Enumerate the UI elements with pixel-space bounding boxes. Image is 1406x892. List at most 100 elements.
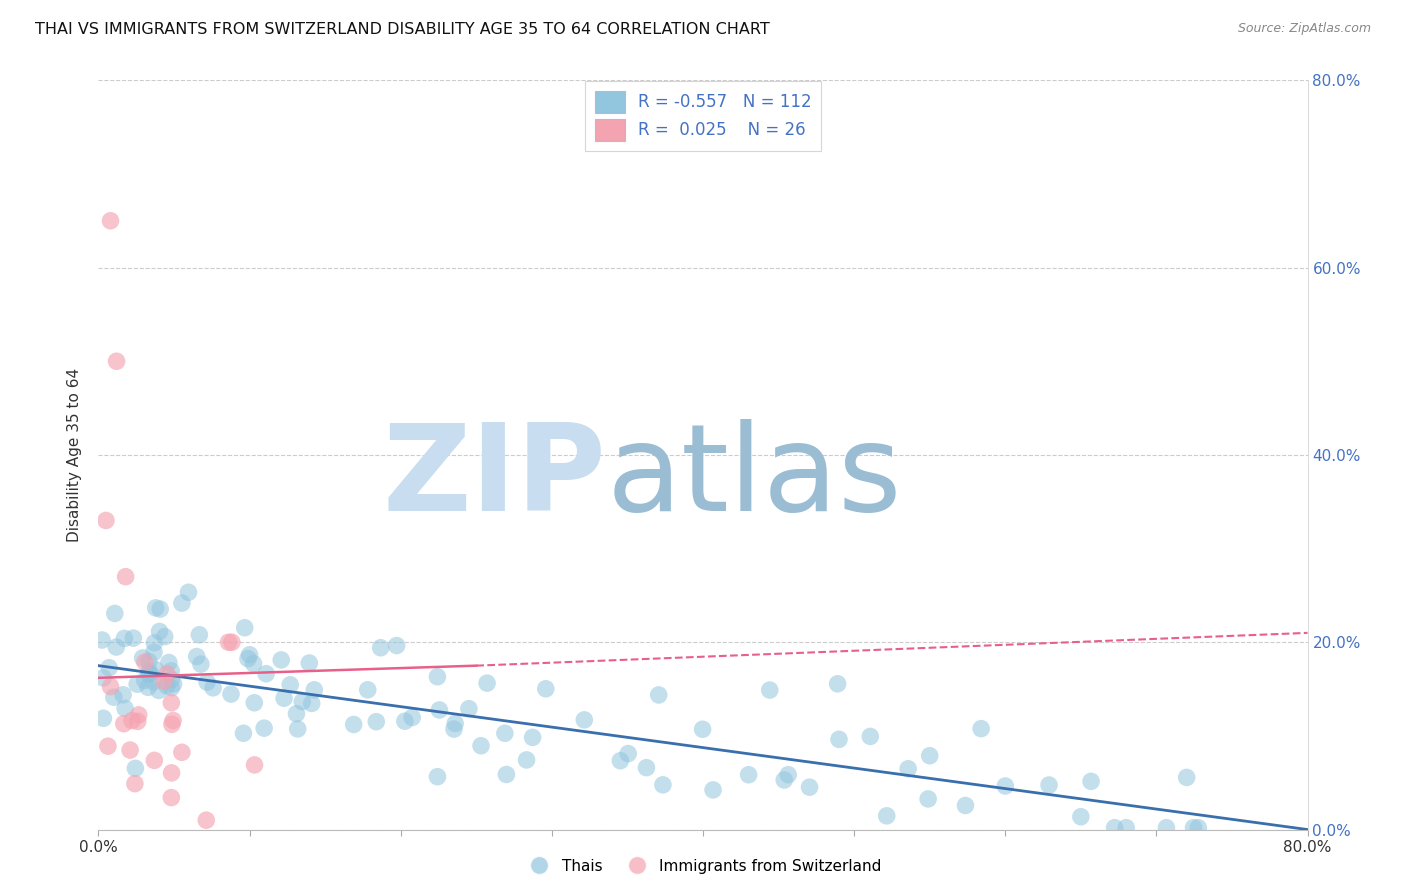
Point bbox=[366, 714, 388, 729]
Point bbox=[91, 633, 114, 648]
Point bbox=[162, 714, 184, 728]
Point bbox=[758, 683, 780, 698]
Point bbox=[122, 631, 145, 645]
Point bbox=[97, 739, 120, 753]
Point bbox=[278, 678, 301, 692]
Point bbox=[157, 656, 180, 670]
Point bbox=[443, 722, 465, 736]
Point bbox=[370, 640, 392, 655]
Point bbox=[737, 768, 759, 782]
Point bbox=[128, 707, 150, 722]
Point bbox=[142, 645, 165, 659]
Point bbox=[134, 655, 156, 669]
Point bbox=[98, 661, 121, 675]
Point bbox=[516, 753, 538, 767]
Point bbox=[1115, 821, 1137, 835]
Text: atlas: atlas bbox=[606, 419, 901, 536]
Point bbox=[429, 703, 451, 717]
Point bbox=[186, 649, 208, 664]
Point bbox=[301, 697, 323, 711]
Point bbox=[94, 514, 117, 528]
Point bbox=[103, 690, 125, 705]
Point bbox=[1187, 821, 1209, 835]
Point bbox=[104, 607, 127, 621]
Point bbox=[401, 710, 423, 724]
Point bbox=[1104, 821, 1126, 835]
Point bbox=[100, 680, 122, 694]
Point bbox=[1038, 778, 1060, 792]
Point bbox=[273, 691, 295, 706]
Point bbox=[100, 213, 122, 227]
Point bbox=[138, 654, 160, 668]
Point bbox=[236, 651, 259, 665]
Point bbox=[156, 666, 179, 681]
Point bbox=[134, 673, 156, 688]
Point bbox=[778, 768, 800, 782]
Point bbox=[609, 754, 631, 768]
Point bbox=[143, 753, 166, 767]
Point bbox=[139, 667, 162, 681]
Point bbox=[470, 739, 492, 753]
Point bbox=[917, 792, 939, 806]
Point bbox=[394, 714, 416, 729]
Point bbox=[522, 731, 544, 745]
Point bbox=[160, 790, 183, 805]
Point bbox=[457, 702, 479, 716]
Point bbox=[239, 648, 262, 662]
Point bbox=[124, 777, 146, 791]
Point bbox=[859, 730, 882, 744]
Point bbox=[298, 656, 321, 670]
Point bbox=[1156, 821, 1178, 835]
Point bbox=[177, 585, 200, 599]
Point bbox=[121, 714, 143, 728]
Point bbox=[160, 673, 183, 687]
Point bbox=[170, 745, 193, 759]
Point bbox=[692, 723, 714, 737]
Text: THAI VS IMMIGRANTS FROM SWITZERLAND DISABILITY AGE 35 TO 64 CORRELATION CHART: THAI VS IMMIGRANTS FROM SWITZERLAND DISA… bbox=[35, 22, 770, 37]
Point bbox=[270, 653, 292, 667]
Point bbox=[897, 762, 920, 776]
Point bbox=[426, 770, 449, 784]
Point bbox=[994, 779, 1017, 793]
Point bbox=[243, 758, 266, 772]
Point bbox=[153, 674, 176, 689]
Point bbox=[254, 666, 277, 681]
Point bbox=[219, 687, 242, 701]
Point bbox=[799, 780, 821, 794]
Point bbox=[918, 748, 941, 763]
Point bbox=[124, 761, 146, 775]
Point bbox=[170, 596, 193, 610]
Point bbox=[188, 628, 211, 642]
Point bbox=[145, 600, 167, 615]
Point bbox=[242, 657, 264, 671]
Point bbox=[287, 722, 309, 736]
Point bbox=[232, 726, 254, 740]
Point bbox=[120, 743, 142, 757]
Point bbox=[304, 682, 326, 697]
Point bbox=[955, 798, 977, 813]
Point bbox=[648, 688, 671, 702]
Point bbox=[114, 701, 136, 715]
Point bbox=[970, 722, 993, 736]
Point bbox=[636, 761, 658, 775]
Point bbox=[160, 765, 183, 780]
Point bbox=[828, 732, 851, 747]
Point bbox=[148, 624, 170, 639]
Point bbox=[160, 664, 183, 678]
Point bbox=[444, 716, 467, 731]
Point bbox=[202, 681, 225, 695]
Point bbox=[148, 683, 170, 698]
Point bbox=[291, 695, 314, 709]
Point bbox=[195, 814, 218, 828]
Point bbox=[195, 675, 218, 690]
Point bbox=[131, 651, 153, 665]
Point bbox=[385, 639, 408, 653]
Point bbox=[160, 717, 183, 731]
Point bbox=[285, 706, 308, 721]
Point bbox=[495, 767, 517, 781]
Point bbox=[105, 354, 128, 368]
Point bbox=[112, 716, 135, 731]
Point bbox=[138, 667, 160, 681]
Point bbox=[105, 640, 128, 654]
Y-axis label: Disability Age 35 to 64: Disability Age 35 to 64 bbox=[67, 368, 83, 542]
